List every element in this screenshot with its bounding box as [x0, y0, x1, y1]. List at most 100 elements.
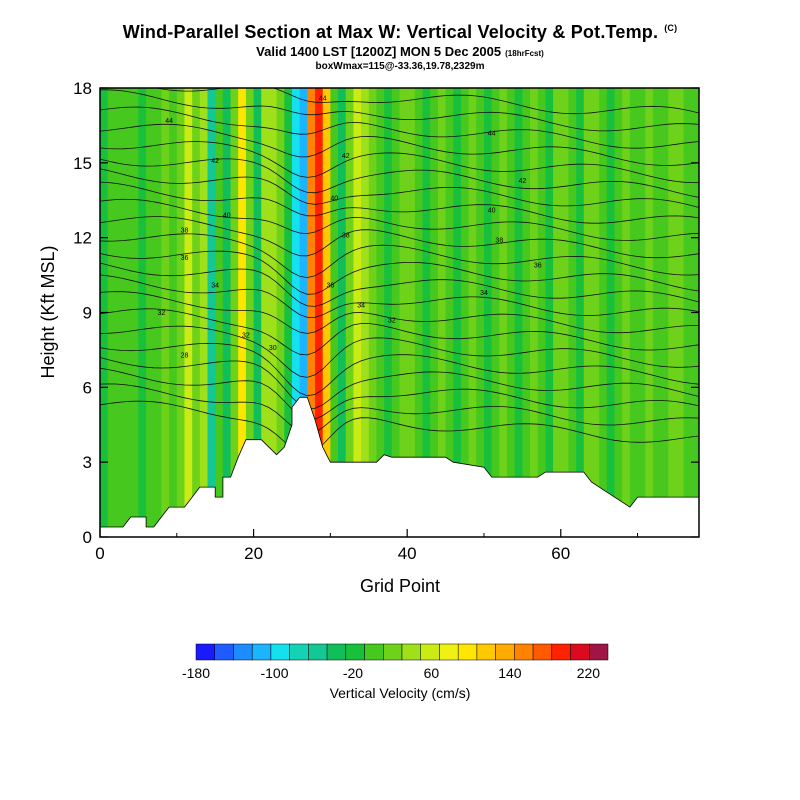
isentrope-contour [100, 383, 699, 435]
isentrope-contour [100, 367, 699, 420]
isentrope-contour [154, 88, 699, 115]
heat-column [184, 88, 193, 537]
heat-column [522, 88, 531, 537]
heat-column [215, 88, 224, 537]
contour-label: 42 [342, 153, 350, 160]
heat-column [399, 88, 408, 537]
contour-label: 34 [480, 290, 488, 297]
heat-column [115, 88, 124, 537]
heat-column [537, 88, 547, 537]
contour-label-layer: 44 42 40 38 36 34 32 32 30 28 44 42 40 38 36 34 32 44 42 40… [158, 95, 542, 359]
y-tick-label: 6 [83, 378, 92, 397]
isentrope-contour [100, 342, 699, 397]
heat-column [491, 88, 500, 537]
heat-column [330, 88, 339, 537]
colorbar-swatch [195, 643, 215, 661]
heat-column [123, 88, 132, 537]
colorbar-swatch [289, 643, 309, 661]
colorbar-swatch [401, 643, 421, 661]
colorbar-swatch [251, 643, 272, 661]
contour-label: 36 [326, 283, 334, 290]
x-tick-label: 0 [95, 544, 104, 563]
contour-label: 28 [181, 352, 189, 359]
contour-label: 38 [342, 233, 350, 240]
isentrope-contour [100, 308, 699, 356]
heat-column [460, 88, 470, 537]
heat-column [430, 88, 439, 537]
y-tick-label: 15 [73, 154, 92, 173]
heat-column [599, 88, 608, 537]
heat-column [629, 88, 639, 537]
colorbar-swatch [326, 643, 347, 661]
heat-column [568, 88, 577, 537]
heat-column [192, 88, 201, 537]
heat-column [261, 88, 270, 537]
contour-label: 40 [488, 208, 496, 215]
isentrope-contour [100, 291, 699, 334]
isentrope-contour [100, 168, 699, 208]
colorbar-swatch [532, 643, 553, 661]
heat-column [307, 88, 316, 537]
chart-title-mark: (C) [664, 23, 678, 33]
heat-column [153, 88, 163, 537]
isentrope-contour [100, 158, 699, 198]
heat-column [530, 88, 539, 537]
heat-column [545, 88, 554, 537]
colorbar-swatch [345, 643, 365, 661]
heat-column [614, 88, 623, 537]
colorbar-tick-label: 60 [424, 665, 440, 681]
heat-column [376, 88, 385, 537]
colorbar-swatch [439, 643, 459, 661]
colorbar-tick-label: -100 [260, 665, 288, 681]
heat-column [222, 88, 232, 537]
heat-column [299, 88, 308, 537]
heatmap-layer [100, 88, 699, 537]
heat-column [514, 88, 523, 537]
chart-subtitle-text: Valid 1400 LST [1200Z] MON 5 Dec 2005 [256, 44, 502, 59]
heat-column [468, 88, 477, 537]
colorbar-swatch [420, 643, 440, 661]
heat-column [437, 88, 447, 537]
colorbar-swatch [495, 643, 515, 661]
heat-column [199, 88, 209, 537]
heat-column [591, 88, 600, 537]
heat-column [637, 88, 646, 537]
y-tick-label: 9 [83, 304, 92, 323]
contour-label: 34 [211, 283, 219, 290]
heat-column [284, 88, 293, 537]
heat-column [253, 88, 262, 537]
contour-label: 38 [495, 238, 503, 245]
heat-column [276, 88, 285, 537]
colorbar-swatch [214, 643, 234, 661]
heat-column [453, 88, 462, 537]
contour-label: 40 [223, 213, 231, 220]
contour-label: 32 [158, 310, 166, 317]
y-tick-label: 12 [73, 229, 92, 248]
heat-column [483, 88, 493, 537]
heat-column [414, 88, 424, 537]
contour-label: 34 [357, 303, 365, 310]
colorbar-swatch [383, 643, 403, 661]
heat-column [230, 88, 239, 537]
colorbar-label: Vertical Velocity (cm/s) [330, 685, 471, 701]
colorbar-swatch [233, 643, 253, 661]
heat-column [245, 88, 255, 537]
isentrope-contour [100, 262, 699, 307]
heat-column [315, 88, 324, 537]
terrain-profile [100, 396, 699, 537]
contour-label: 42 [211, 158, 219, 165]
isentrope-contour [100, 141, 699, 184]
heat-column [268, 88, 278, 537]
colorbar-swatch [308, 643, 328, 661]
colorbar-tick-label: 140 [498, 665, 522, 681]
colorbar-swatch [551, 643, 571, 661]
heat-column [169, 88, 178, 537]
contour-label: 36 [181, 255, 189, 262]
colorbar-tick-label: -180 [182, 665, 210, 681]
y-axis-label: Height (Kft MSL) [38, 245, 58, 378]
isentrope-contour [100, 198, 699, 241]
heat-column [368, 88, 378, 537]
isentrope-contour [100, 357, 699, 409]
isentrope-contour [100, 250, 699, 295]
chart-title-text: Wind-Parallel Section at Max W: Vertical… [122, 22, 659, 42]
